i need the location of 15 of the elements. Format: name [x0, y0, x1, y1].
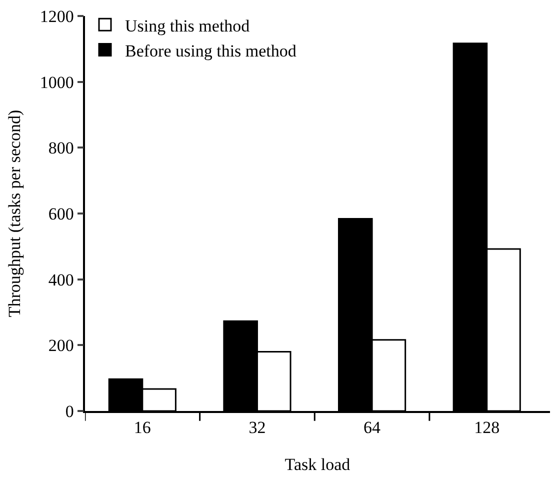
y-tick-label: 800 — [48, 138, 74, 158]
y-axis-title: Throughput (tasks per second) — [4, 110, 24, 318]
y-tick-label: 1000 — [40, 72, 74, 92]
y-tick-label: 400 — [48, 270, 74, 290]
x-tick-label: 64 — [364, 418, 382, 438]
legend-label: Before using this method — [125, 41, 297, 60]
y-tick-label: 200 — [48, 336, 74, 356]
y-tick-label: 0 — [65, 402, 74, 421]
y-tick-label: 600 — [48, 204, 74, 224]
x-axis-title: Task load — [284, 455, 351, 474]
y-tick-label: 1200 — [40, 6, 74, 26]
x-tick-label: 32 — [248, 418, 266, 438]
x-tick-label: 128 — [474, 418, 500, 438]
legend-label: Using this method — [125, 16, 250, 36]
x-tick-label: 16 — [134, 418, 151, 438]
